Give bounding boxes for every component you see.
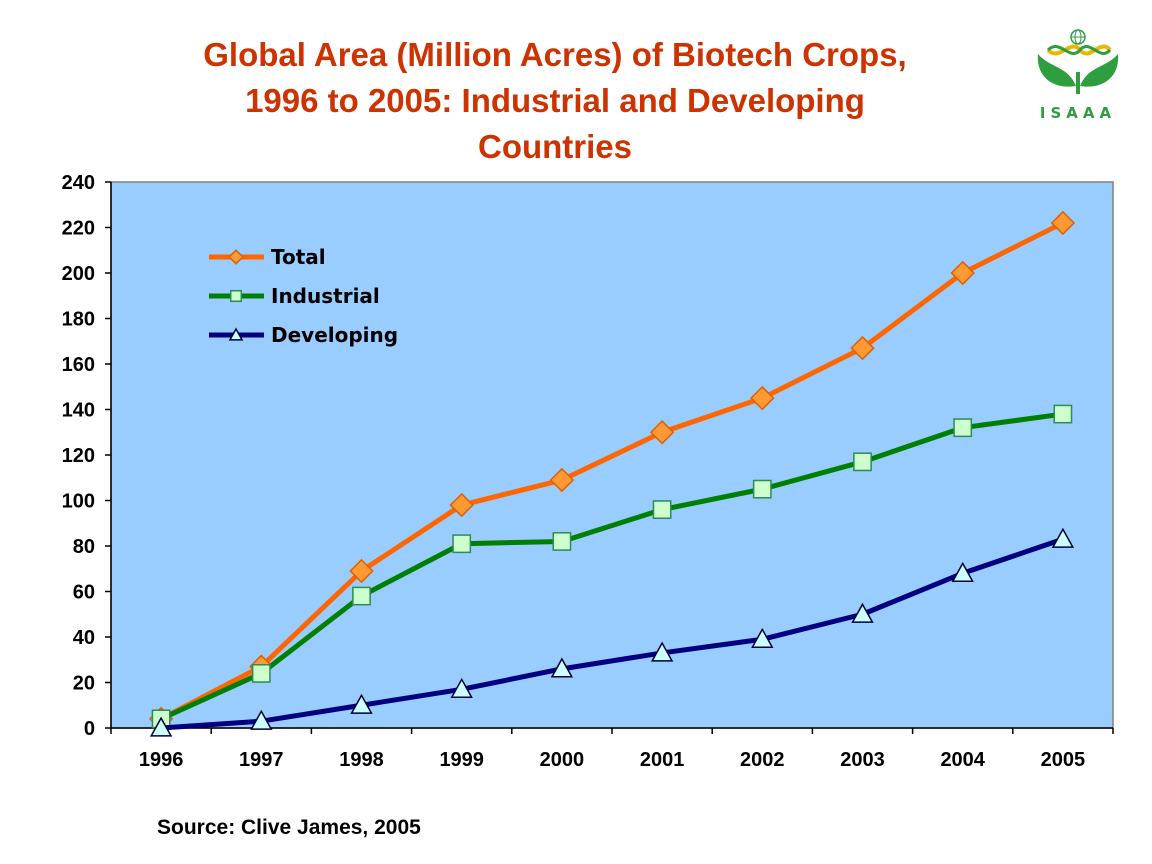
developing-point [450,677,473,698]
total-series-line [159,220,1065,722]
legend-item-industrial: Industrial [209,284,380,308]
logo-text: ISAAA [1040,104,1116,122]
total-series [148,210,1076,732]
y-tick-label: 160 [62,354,95,376]
developing-series [149,527,1075,737]
legend-item-developing: Developing [209,323,398,347]
developing-point [550,657,574,678]
developing-point [951,561,974,582]
total-point [950,260,975,286]
legend-swatch-marker [228,327,244,341]
y-tick-label: 180 [62,309,95,331]
total-point [349,558,374,584]
x-tick-label: 2000 [540,749,585,771]
total-point [1050,210,1076,236]
logo-right-leaf-icon [1080,54,1119,87]
developing-series-line [160,536,1064,731]
y-tick-label: 220 [62,218,95,240]
x-tick-label: 1998 [339,749,384,771]
x-tick-label: 2004 [940,749,985,771]
legend-label: Total [271,245,326,269]
y-tick-label: 200 [62,263,95,285]
y-tick-label: 40 [73,627,95,649]
y-tick-label: 140 [62,400,95,422]
total-point [750,385,775,411]
legend-item-total: Total [209,245,326,269]
chart-title: Global Area (Million Acres) of Biotech C… [130,32,980,170]
legend-swatch-marker [228,249,244,265]
legend-swatch-marker [229,289,243,303]
industrial-series-line [160,411,1064,722]
legend-label: Developing [271,323,398,347]
developing-point [851,602,874,623]
y-tick-label: 100 [62,491,95,513]
x-tick-label: 1997 [239,749,284,771]
series-layer [148,210,1076,737]
industrial-point [1053,404,1073,424]
total-point [549,467,575,493]
developing-point [751,627,774,648]
developing-point [149,716,173,737]
chart-title-line-3: Countries [477,128,632,165]
x-tick-label: 2002 [740,749,785,771]
y-tick-label: 0 [84,718,95,740]
x-tick-label: 1999 [439,749,484,771]
legend: Total Industrial Developing [209,245,398,347]
isaaa-logo: ISAAA [1037,29,1119,122]
industrial-point [552,532,572,551]
logo-left-leaf-icon [1037,54,1076,87]
industrial-series [151,404,1073,729]
x-tick-label: 2005 [1041,749,1086,771]
total-point [449,492,474,518]
legend-label: Industrial [271,284,380,308]
chart-title-line-2: 1996 to 2005: Industrial and Developing [245,82,865,119]
industrial-point [652,500,672,519]
chart-title-line-1: Global Area (Million Acres) of Biotech C… [203,36,907,73]
industrial-point [352,586,371,606]
x-tick-label: 2001 [640,749,685,771]
x-tick-label: 1996 [139,749,184,771]
y-tick-label: 80 [73,536,95,558]
industrial-point [853,452,872,472]
industrial-point [251,664,271,683]
industrial-point [953,418,973,438]
developing-point [350,693,373,714]
x-tick-label: 2003 [840,749,885,771]
y-tick-label: 120 [62,445,95,467]
y-tick-label: 60 [73,582,95,604]
developing-point [1051,527,1075,548]
developing-point [650,641,674,662]
industrial-point [452,534,472,554]
y-tick-label: 240 [62,172,95,194]
axes: 0 20 40 60 80 100 120 140 160 180 200 220 240 1996 199… [62,172,1114,771]
total-point [850,335,875,361]
industrial-point [752,479,772,499]
y-tick-label: 20 [73,673,95,695]
developing-point [250,709,273,730]
total-point [649,420,675,445]
source-note: Source: Clive James, 2005 [157,816,421,839]
